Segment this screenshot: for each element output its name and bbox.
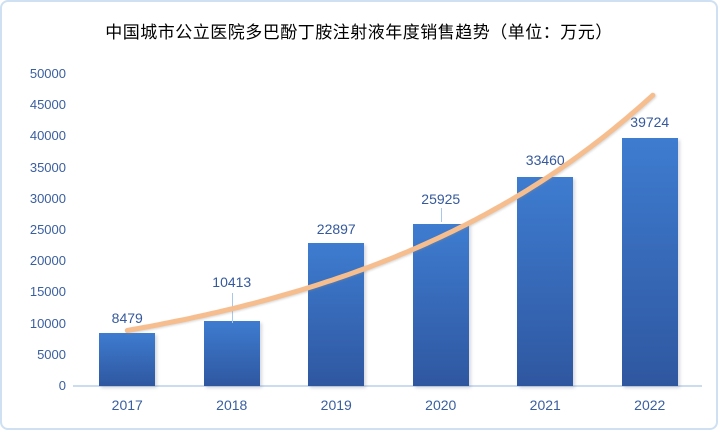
x-axis-category-label: 2019 bbox=[320, 397, 352, 413]
y-axis-tick-label: 35000 bbox=[29, 159, 66, 175]
chart-title: 中国城市公立医院多巴酚丁胺注射液年度销售趋势（单位：万元） bbox=[105, 23, 613, 42]
trendline-path bbox=[124, 92, 656, 333]
plot-area: 0 5000 10000 15000 20000 25000 30000 35000 40000… bbox=[2, 2, 716, 428]
y-axis-tick-label: 0 bbox=[58, 378, 66, 393]
bar-value-label: 39724 bbox=[630, 114, 670, 131]
y-axis-tick-label: 40000 bbox=[29, 128, 66, 144]
bar-2020 bbox=[412, 224, 469, 386]
data-label-leader-line bbox=[440, 208, 443, 223]
y-axis-tick-label: 50000 bbox=[29, 66, 66, 81]
y-axis-tick-label: 20000 bbox=[29, 253, 66, 269]
y-axis-tick-label: 5000 bbox=[37, 346, 66, 362]
bar-value-label: 8479 bbox=[111, 310, 143, 327]
bar-2018 bbox=[203, 321, 260, 386]
bar-2017 bbox=[99, 333, 156, 386]
bar-2022 bbox=[621, 138, 678, 386]
x-axis-category-label: 2017 bbox=[111, 397, 143, 413]
x-axis-category-label: 2020 bbox=[425, 397, 457, 413]
y-axis-tick-label: 10000 bbox=[29, 315, 66, 331]
bar-value-label: 10413 bbox=[212, 274, 252, 291]
x-axis-category-label: 2021 bbox=[529, 397, 561, 413]
y-axis-tick-label: 15000 bbox=[29, 284, 66, 300]
y-axis-tick-label: 45000 bbox=[29, 97, 66, 113]
bar-value-label: 25925 bbox=[421, 191, 461, 208]
bar-value-label: 22897 bbox=[316, 221, 356, 238]
x-axis-line bbox=[73, 385, 702, 387]
x-axis-category-label: 2018 bbox=[216, 397, 248, 413]
y-axis-tick-label: 25000 bbox=[29, 222, 66, 237]
data-label-leader-line bbox=[231, 293, 234, 324]
y-axis-tick-label: 30000 bbox=[29, 190, 66, 206]
bar-2021 bbox=[517, 177, 574, 386]
bar-value-label: 33460 bbox=[525, 152, 565, 169]
bar-2019 bbox=[308, 243, 365, 386]
x-axis-category-label: 2022 bbox=[634, 397, 666, 413]
